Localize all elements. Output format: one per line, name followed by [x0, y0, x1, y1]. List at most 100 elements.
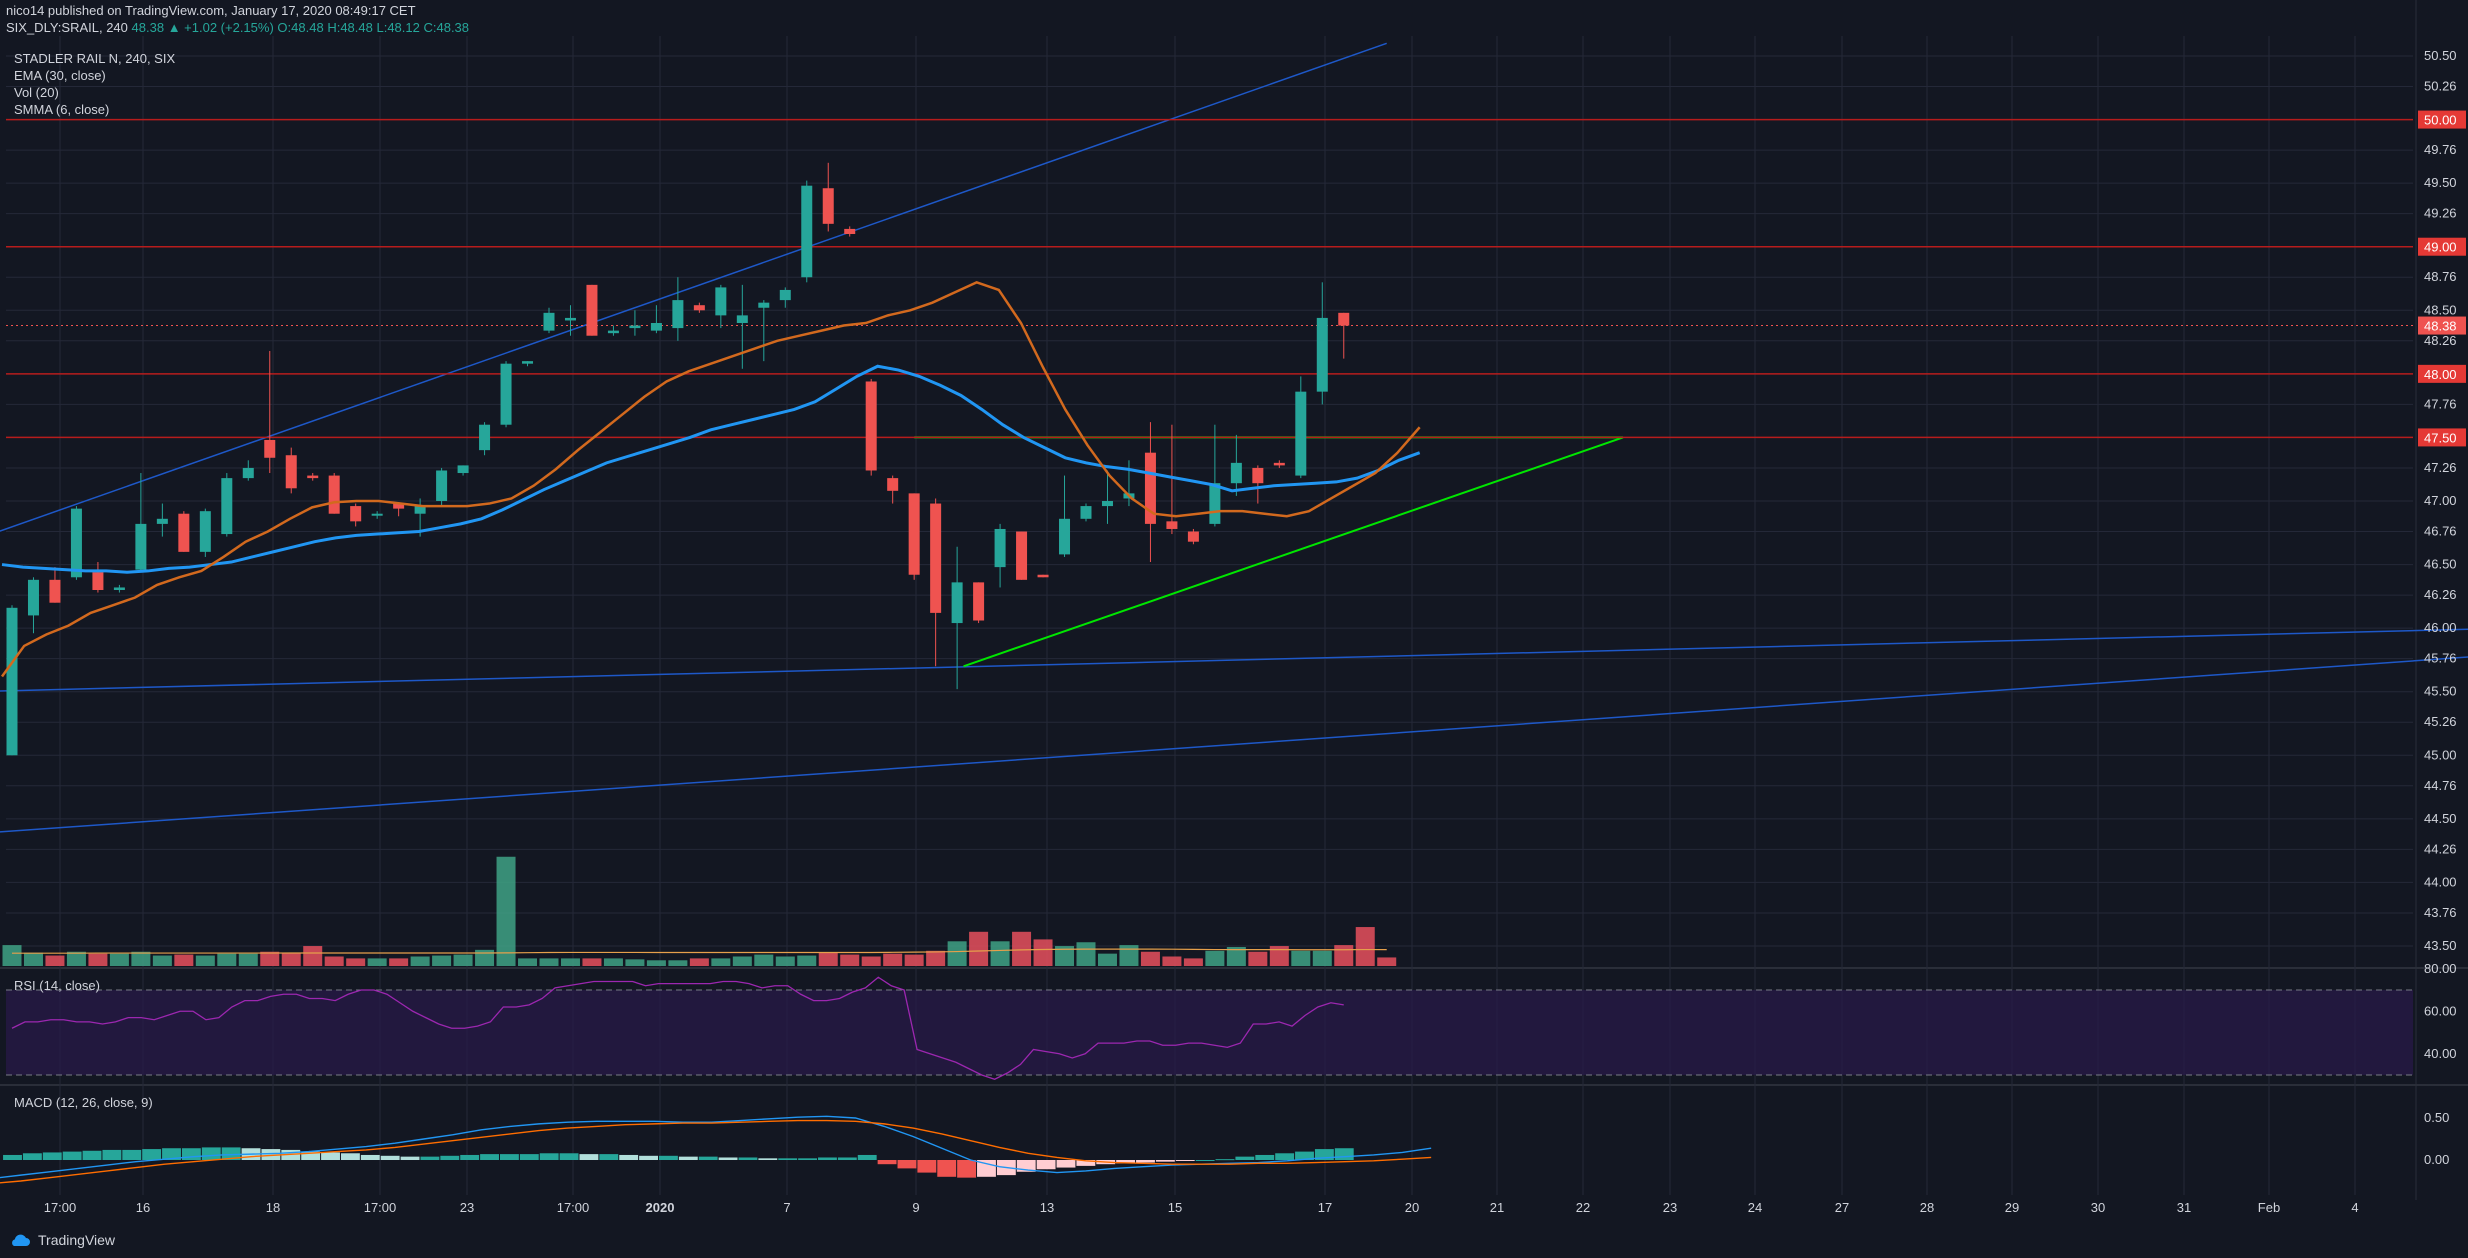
macd-histogram-bar [718, 1157, 738, 1160]
y-tick-label: 47.76 [2424, 396, 2457, 411]
candle-body [779, 289, 791, 301]
macd-histogram-bar [738, 1157, 758, 1160]
y-tick-label: 44.00 [2424, 874, 2457, 889]
indicator-smma[interactable]: SMMA (6, close) [14, 102, 110, 117]
indicator-ema[interactable]: EMA (30, close) [14, 68, 106, 83]
candle-body [1252, 467, 1264, 484]
macd-histogram-bar [917, 1160, 937, 1173]
candle-body [350, 506, 362, 522]
macd-histogram-bar [181, 1148, 201, 1160]
macd-histogram-bar [321, 1152, 340, 1160]
candle-body [629, 325, 641, 329]
candle-body [307, 475, 319, 479]
macd-histogram-bar [698, 1156, 718, 1160]
macd-histogram-bar [1175, 1160, 1195, 1161]
y-tick-label: 44.26 [2424, 841, 2457, 856]
volume-bar [518, 958, 538, 966]
x-tick-label: 4 [2351, 1200, 2358, 1215]
indicator-vol[interactable]: Vol (20) [14, 85, 59, 100]
volume-bar [2, 945, 22, 966]
volume-bar [1140, 951, 1160, 966]
indicator-macd[interactable]: MACD (12, 26, close, 9) [14, 1095, 153, 1110]
indicator-rsi[interactable]: RSI (14, close) [14, 978, 100, 993]
candle-body [1316, 317, 1328, 392]
rising-trend-line [963, 436, 1624, 668]
macd-histogram-bar [1195, 1160, 1215, 1161]
volume-bar [1097, 953, 1117, 966]
candle-body [27, 579, 39, 616]
trend-line [0, 42, 1387, 532]
low-value: L:48.12 [376, 20, 420, 35]
volume-bar [603, 958, 623, 966]
candle-body [1144, 452, 1156, 524]
candle-body [436, 470, 448, 501]
x-tick-label: 22 [1576, 1200, 1590, 1215]
volume-bar [668, 960, 688, 966]
candle-body [1016, 531, 1028, 580]
volume-bar [475, 949, 495, 966]
candle-body [6, 607, 18, 756]
macd-histogram-bar [142, 1149, 162, 1160]
volume-bar [775, 956, 795, 966]
macd-histogram-bar [897, 1160, 917, 1169]
volume-bar [1033, 939, 1053, 966]
volume-bar [1162, 956, 1182, 966]
candle-body [1166, 521, 1178, 529]
candle-body [822, 188, 834, 224]
volume-bar [281, 952, 301, 966]
candle-body [1338, 312, 1350, 326]
volume-bar [990, 941, 1010, 966]
trend-line [0, 656, 2468, 833]
tradingview-logo[interactable]: TradingView [8, 1232, 115, 1248]
volume-bar [840, 954, 860, 966]
macd-histogram-bar [420, 1156, 440, 1160]
volume-bar [324, 956, 344, 966]
y-tick-label: 44.50 [2424, 811, 2457, 826]
macd-histogram-bar [360, 1154, 380, 1160]
y-tick-label: 48.50 [2424, 302, 2457, 317]
candle-body [951, 582, 963, 624]
level-tag [2418, 110, 2466, 129]
candle-body [1059, 518, 1071, 555]
volume-bar [1377, 957, 1397, 966]
y-tick-label: 46.00 [2424, 620, 2457, 635]
brand-name: TradingView [38, 1232, 116, 1248]
macd-histogram-bar [1275, 1153, 1295, 1160]
macd-histogram-bar [1136, 1160, 1155, 1163]
level-label: 48.00 [2424, 367, 2457, 382]
macd-histogram-bar [201, 1147, 221, 1160]
macd-histogram-bar [1116, 1160, 1136, 1164]
candle-body [414, 506, 426, 514]
volume-bar [389, 958, 409, 966]
macd-histogram-bar [301, 1151, 321, 1160]
candle-body [1101, 501, 1113, 507]
x-tick-label: 13 [1040, 1200, 1054, 1215]
volume-bar [1291, 950, 1311, 966]
volume-bar [1334, 945, 1354, 966]
macd-histogram-bar [639, 1155, 659, 1160]
volume-bar [453, 954, 473, 966]
macd-histogram-bar [539, 1153, 559, 1160]
y-tick-label: 45.26 [2424, 714, 2457, 729]
x-tick-label: 24 [1748, 1200, 1762, 1215]
macd-histogram-bar [102, 1149, 122, 1160]
open-value: O:48.48 [277, 20, 324, 35]
volume-bar [195, 955, 215, 966]
volume-bar [88, 953, 108, 966]
indicator-title[interactable]: STADLER RAIL N, 240, SIX [14, 51, 176, 66]
last-price-tag [2418, 316, 2466, 335]
x-tick-label: 17:00 [557, 1200, 590, 1215]
macd-signal-line [0, 1119, 1432, 1184]
macd-histogram-bar [1076, 1160, 1096, 1166]
x-tick-label: Feb [2258, 1200, 2280, 1215]
y-tick-label: 50.26 [2424, 79, 2457, 94]
candle-body [156, 518, 168, 524]
volume-bar [217, 953, 237, 966]
volume-bar [560, 958, 580, 966]
y-tick-label: 47.26 [2424, 460, 2457, 475]
macd-histogram-bar [82, 1150, 102, 1160]
volume-bar [904, 954, 924, 966]
ema-line [1, 364, 1421, 574]
macd-histogram-bar [3, 1154, 22, 1160]
